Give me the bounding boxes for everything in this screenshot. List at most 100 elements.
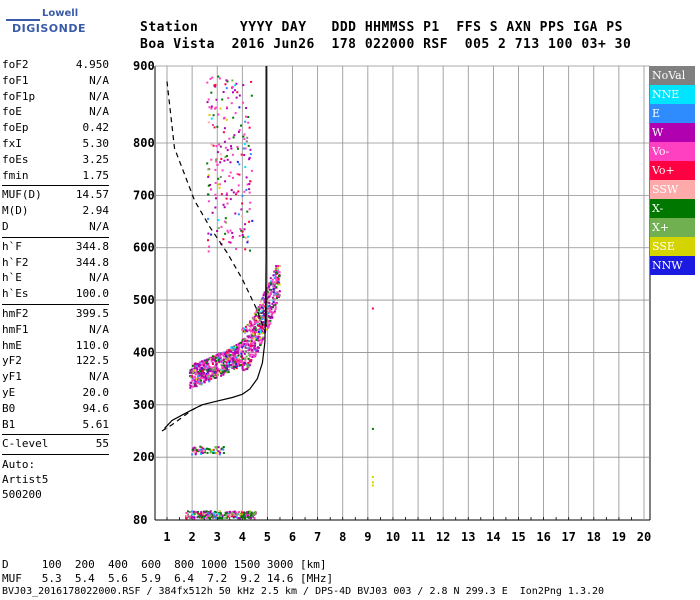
echo-point <box>257 320 259 323</box>
echo-point <box>268 284 271 287</box>
echo-point <box>197 362 200 365</box>
param-separator <box>2 236 109 238</box>
echo-point <box>371 476 374 479</box>
echo-point <box>221 98 224 101</box>
echo-point <box>214 446 217 449</box>
echo-point <box>240 208 243 211</box>
echo-point <box>277 270 280 273</box>
echo-point <box>238 360 241 363</box>
echo-point <box>259 300 262 303</box>
echo-point <box>207 184 210 187</box>
param-row: foF1p N/A <box>2 90 109 106</box>
echo-point <box>206 101 209 104</box>
echo-point <box>195 380 197 383</box>
param-row: fmin 1.75 <box>2 169 109 185</box>
echo-point <box>218 453 221 456</box>
echo-point <box>276 267 279 269</box>
echo-point <box>240 516 243 519</box>
echo-point <box>207 174 210 177</box>
echo-point <box>255 339 258 342</box>
echo-point <box>238 364 241 367</box>
echo-point <box>226 106 228 109</box>
echo-point <box>216 369 219 372</box>
echo-point <box>218 77 221 80</box>
echo-point <box>245 140 248 143</box>
echo-point <box>224 512 227 515</box>
echo-point <box>212 114 215 117</box>
echo-point <box>225 361 228 364</box>
file-info: BVJ03_2016178022000.RSF / 384fx512h 50 k… <box>2 586 605 597</box>
autoscaling-info: Auto: Artist5 500200 <box>2 457 109 502</box>
echo-point <box>263 291 266 294</box>
echo-point <box>219 452 222 454</box>
echo-point <box>265 287 268 290</box>
echo-point <box>262 323 265 326</box>
echo-point <box>192 377 194 380</box>
legend-item-vo: Vo- <box>650 142 695 161</box>
echo-point <box>226 354 229 357</box>
echo-point <box>200 446 203 449</box>
echo-point <box>206 360 209 362</box>
echo-point <box>224 232 227 235</box>
echo-point <box>253 355 256 358</box>
echo-point <box>206 516 208 519</box>
echo-point <box>254 349 257 352</box>
echo-point <box>210 143 213 146</box>
echo-point <box>258 324 261 327</box>
echo-point <box>222 446 225 448</box>
param-name: h`E <box>2 271 22 285</box>
echo-point <box>239 228 242 230</box>
echo-point <box>214 367 217 369</box>
echo-point <box>266 297 269 300</box>
echo-point <box>207 168 210 171</box>
echo-point <box>234 354 237 357</box>
param-name: foF1p <box>2 89 36 103</box>
x-tick-label: 3 <box>214 530 221 544</box>
echo-point <box>236 513 239 516</box>
echo-point <box>253 347 256 350</box>
param-name: h`F <box>2 239 22 253</box>
echo-point <box>219 176 222 178</box>
echo-point <box>272 288 275 291</box>
echo-point <box>222 373 225 376</box>
echo-point <box>233 365 236 368</box>
echo-point <box>217 513 220 516</box>
x-tick-label: 19 <box>612 530 626 544</box>
echo-point <box>224 351 227 354</box>
echo-point <box>244 166 247 168</box>
param-name: hmF2 <box>2 306 29 320</box>
echo-point <box>263 313 266 316</box>
echo-point <box>207 376 210 379</box>
echo-point <box>222 354 225 357</box>
echo-point <box>275 286 278 289</box>
x-tick-label: 5 <box>264 530 271 544</box>
echo-point <box>222 359 225 362</box>
echo-point <box>274 301 277 304</box>
echo-point <box>235 348 238 351</box>
echo-point <box>225 118 228 121</box>
echo-point <box>253 336 256 339</box>
echo-point <box>194 383 197 386</box>
echo-point <box>244 147 247 150</box>
echo-point <box>272 283 275 286</box>
echo-point <box>276 291 279 294</box>
echo-point <box>261 330 264 333</box>
echo-point <box>253 517 256 520</box>
echo-point <box>238 173 241 176</box>
echo-point <box>216 373 219 376</box>
echo-point <box>218 510 221 513</box>
x-tick-label: 11 <box>411 530 425 544</box>
echo-point <box>214 516 217 519</box>
echo-point <box>251 219 254 222</box>
echo-point <box>235 82 238 85</box>
echo-point <box>222 238 225 241</box>
echo-point <box>232 346 235 349</box>
echo-point <box>210 233 213 236</box>
echo-point <box>204 376 207 379</box>
echo-point <box>210 368 213 371</box>
scaled-parameters-panel: foF2 4.950 foF1 N/A foF1p N/A foE N/A foEp 0.42 fx… <box>2 58 109 502</box>
echo-point <box>262 337 265 339</box>
echo-point <box>248 325 251 327</box>
echo-point <box>230 366 233 369</box>
echo-point <box>249 516 252 519</box>
